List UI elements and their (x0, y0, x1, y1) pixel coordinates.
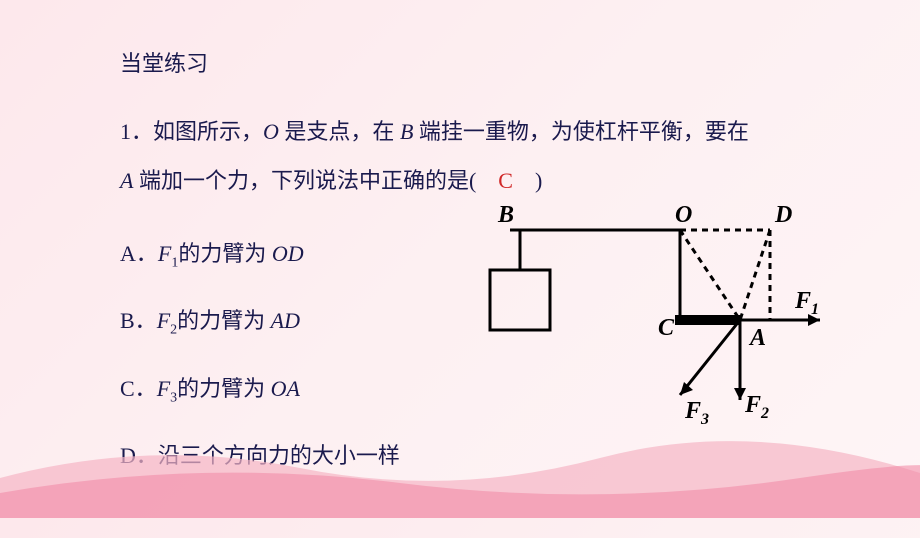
opt-d-text: 沿三个方向力的大小一样 (158, 443, 400, 468)
section-heading: 当堂练习 (120, 40, 860, 88)
opt-a-F: F (158, 241, 171, 266)
opt-a-mid: 的力臂为 (178, 241, 272, 266)
label-O: O (675, 202, 692, 228)
opt-c-mid: 的力臂为 (177, 376, 271, 401)
answer-letter: C (498, 168, 513, 193)
question-text: 1．如图所示，O 是支点，在 B 端挂一重物，为使杠杆平衡，要在 A 端加一个力… (120, 108, 860, 205)
line-OA-diag (680, 230, 740, 320)
force-F3-line (680, 320, 740, 395)
opt-c-F: F (157, 376, 170, 401)
opt-b-mid: 的力臂为 (177, 308, 271, 333)
weight-box (490, 270, 550, 330)
q-close: ) (513, 168, 542, 193)
q-O: O (263, 119, 279, 144)
label-B: B (497, 202, 514, 228)
q-B: B (400, 119, 413, 144)
opt-d-prefix: D． (120, 443, 158, 468)
label-F2: F2 (744, 392, 769, 422)
q-number: 1． (120, 119, 153, 144)
q-rest: 端加一个力，下列说法中正确的是( (133, 168, 498, 193)
physics-diagram: B O D C A F1 F2 F3 (480, 200, 830, 440)
label-D: D (774, 202, 792, 228)
opt-c-prefix: C． (120, 376, 157, 401)
q-p2: 是支点，在 (279, 119, 400, 144)
opt-a-arm: OD (272, 241, 304, 266)
opt-b-arm: AD (271, 308, 300, 333)
force-F3-arrow (680, 382, 693, 395)
line-DA (740, 230, 770, 320)
label-F3: F3 (684, 398, 709, 428)
opt-b-F: F (157, 308, 170, 333)
opt-c-arm: OA (271, 376, 300, 401)
q-p3: 端挂一重物，为使杠杆平衡，要在 (413, 119, 749, 144)
opt-b-prefix: B． (120, 308, 157, 333)
label-F1: F1 (794, 288, 819, 318)
label-C: C (658, 315, 675, 341)
q-A: A (120, 168, 133, 193)
label-A: A (748, 325, 766, 351)
q-p1: 如图所示， (153, 119, 263, 144)
opt-a-prefix: A． (120, 241, 158, 266)
